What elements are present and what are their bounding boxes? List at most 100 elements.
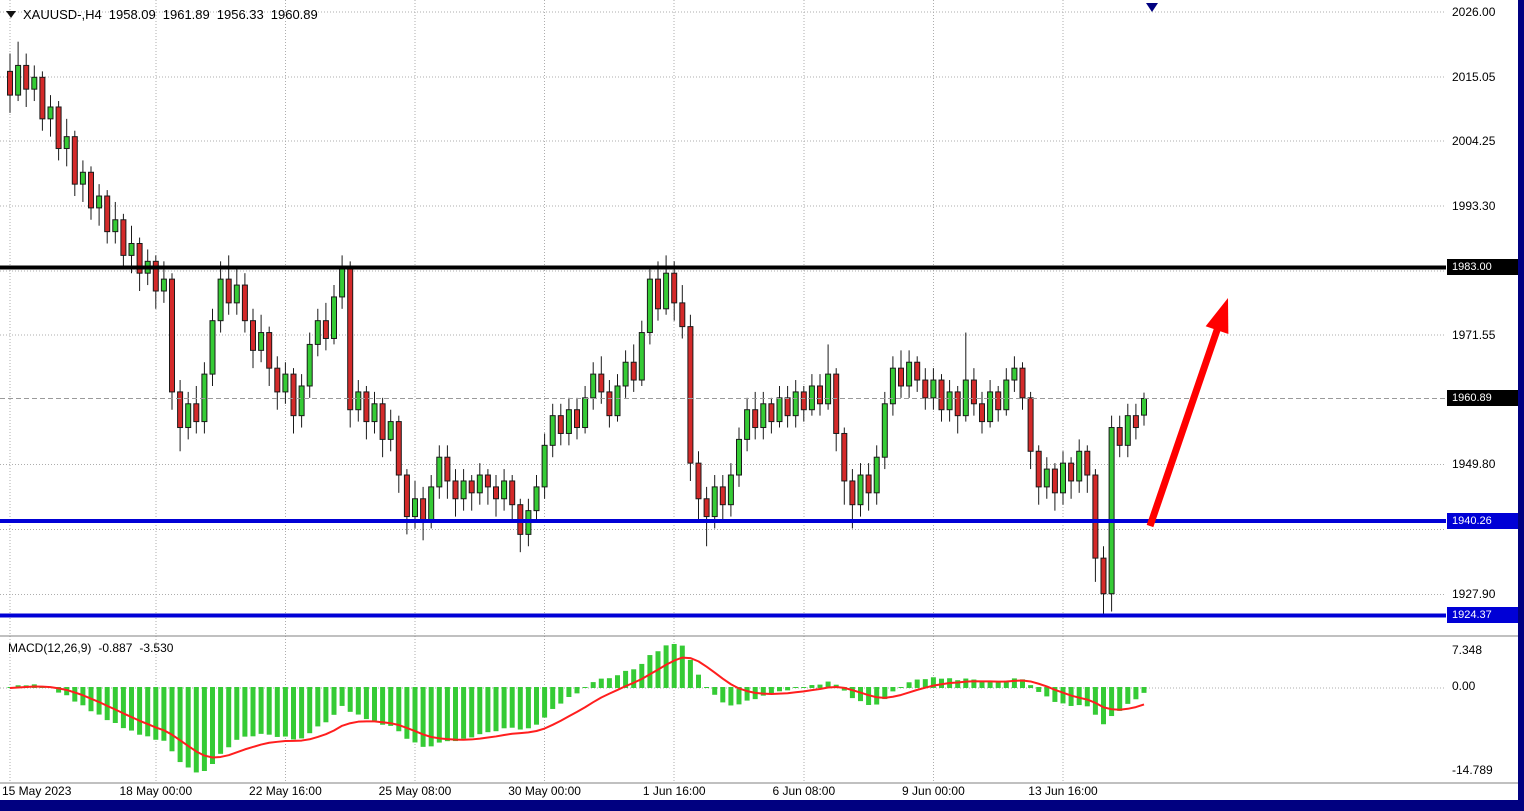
candle: [1068, 457, 1075, 499]
trend-arrow[interactable]: [1146, 298, 1229, 528]
candle: [533, 475, 540, 523]
candle: [574, 397, 580, 440]
close-value: 1960.89: [270, 7, 318, 22]
candle: [881, 391, 888, 470]
candle: [898, 350, 904, 398]
candle: [1092, 469, 1099, 582]
candle: [800, 385, 807, 422]
macd-axis-label: 0.00: [1452, 679, 1476, 693]
candle: [282, 362, 289, 404]
candle: [225, 255, 232, 315]
window-right-border: [1518, 0, 1524, 811]
candle: [1084, 445, 1091, 493]
candle: [112, 201, 119, 244]
candle: [679, 285, 686, 339]
macd-axis-label: -14.789: [1452, 763, 1493, 777]
macd-indicator-label: MACD(12,26,9) -0.887 -3.530: [8, 641, 173, 655]
candle: [582, 385, 589, 434]
candle: [63, 118, 70, 167]
candle: [1124, 403, 1131, 458]
candle: [152, 255, 159, 309]
candle: [954, 385, 961, 434]
candle: [744, 397, 751, 452]
candle: [970, 368, 977, 416]
candle: [306, 332, 313, 398]
candle: [808, 374, 815, 416]
candle: [7, 53, 13, 113]
price-axis-label: 2026.00: [1452, 5, 1496, 19]
time-axis-label: 22 May 16:00: [249, 784, 322, 798]
candle: [906, 350, 913, 398]
candle: [825, 344, 832, 410]
macd-histogram: [7, 644, 1147, 773]
price-axis-label: 1949.80: [1452, 457, 1496, 472]
time-axis-label: 18 May 00:00: [119, 784, 193, 798]
candle: [217, 261, 224, 333]
candle: [169, 273, 175, 410]
symbol-triangle-icon: [6, 11, 16, 18]
window-bottom-border: [0, 800, 1524, 811]
candle: [31, 65, 38, 102]
candle: [96, 184, 103, 226]
candle: [703, 486, 710, 547]
candle: [695, 451, 702, 523]
candle: [646, 267, 653, 345]
candle: [768, 397, 775, 434]
candle: [23, 53, 30, 107]
candle: [541, 433, 548, 499]
candle: [266, 326, 273, 386]
candle: [979, 391, 985, 434]
candle: [857, 463, 864, 517]
time-axis-label: 1 Jun 16:00: [642, 784, 706, 798]
candle: [209, 308, 216, 386]
candle: [1116, 415, 1123, 458]
macd-axis-label: 7.348: [1452, 643, 1483, 657]
candle: [136, 237, 143, 291]
candle: [736, 427, 742, 487]
candle: [185, 391, 192, 440]
candle: [776, 385, 783, 428]
time-axis-label: 9 Jun 00:00: [902, 784, 965, 798]
candle: [719, 475, 726, 523]
candle: [314, 308, 321, 357]
candle: [258, 314, 265, 363]
candle: [444, 445, 451, 499]
candle: [1011, 356, 1018, 392]
candle: [1100, 546, 1107, 618]
candle: [549, 403, 556, 458]
price-axis[interactable]: 2026.00 2015.05 2004.25 1993.30 1971.55 1949.…: [1446, 0, 1518, 800]
candle: [873, 445, 880, 505]
candle: [15, 41, 22, 102]
time-axis-label: 6 Jun 08:00: [772, 784, 836, 798]
candles-layer: [7, 41, 1147, 618]
candle: [517, 498, 524, 553]
low-value: 1956.33: [216, 7, 264, 22]
candle: [557, 403, 564, 446]
time-axis[interactable]: 15 May 2023 18 May 00:00 22 May 16:00 25 Ma…: [0, 784, 1446, 800]
candle: [460, 469, 467, 511]
macd-signal-line: [9, 656, 1145, 759]
candle: [1132, 403, 1139, 440]
candle: [1027, 391, 1034, 470]
candle: [590, 362, 597, 410]
candle: [865, 463, 872, 511]
candle: [363, 385, 370, 440]
candle: [55, 101, 62, 161]
price-axis-label: 1971.55: [1452, 328, 1496, 343]
candle: [104, 190, 111, 244]
candle: [88, 166, 94, 220]
candle: [565, 397, 572, 446]
price-badge: 1940.26: [1447, 512, 1518, 529]
candle: [792, 380, 799, 428]
candle: [889, 356, 896, 416]
candle: [120, 213, 127, 268]
candle: [655, 261, 661, 321]
candle: [298, 374, 305, 428]
time-axis-label: 25 May 08:00: [378, 784, 452, 798]
candle: [630, 344, 637, 392]
symbol-timeframe-label: XAUUSD-,H4: [23, 7, 102, 22]
candle: [290, 368, 297, 434]
candle: [1019, 362, 1026, 410]
